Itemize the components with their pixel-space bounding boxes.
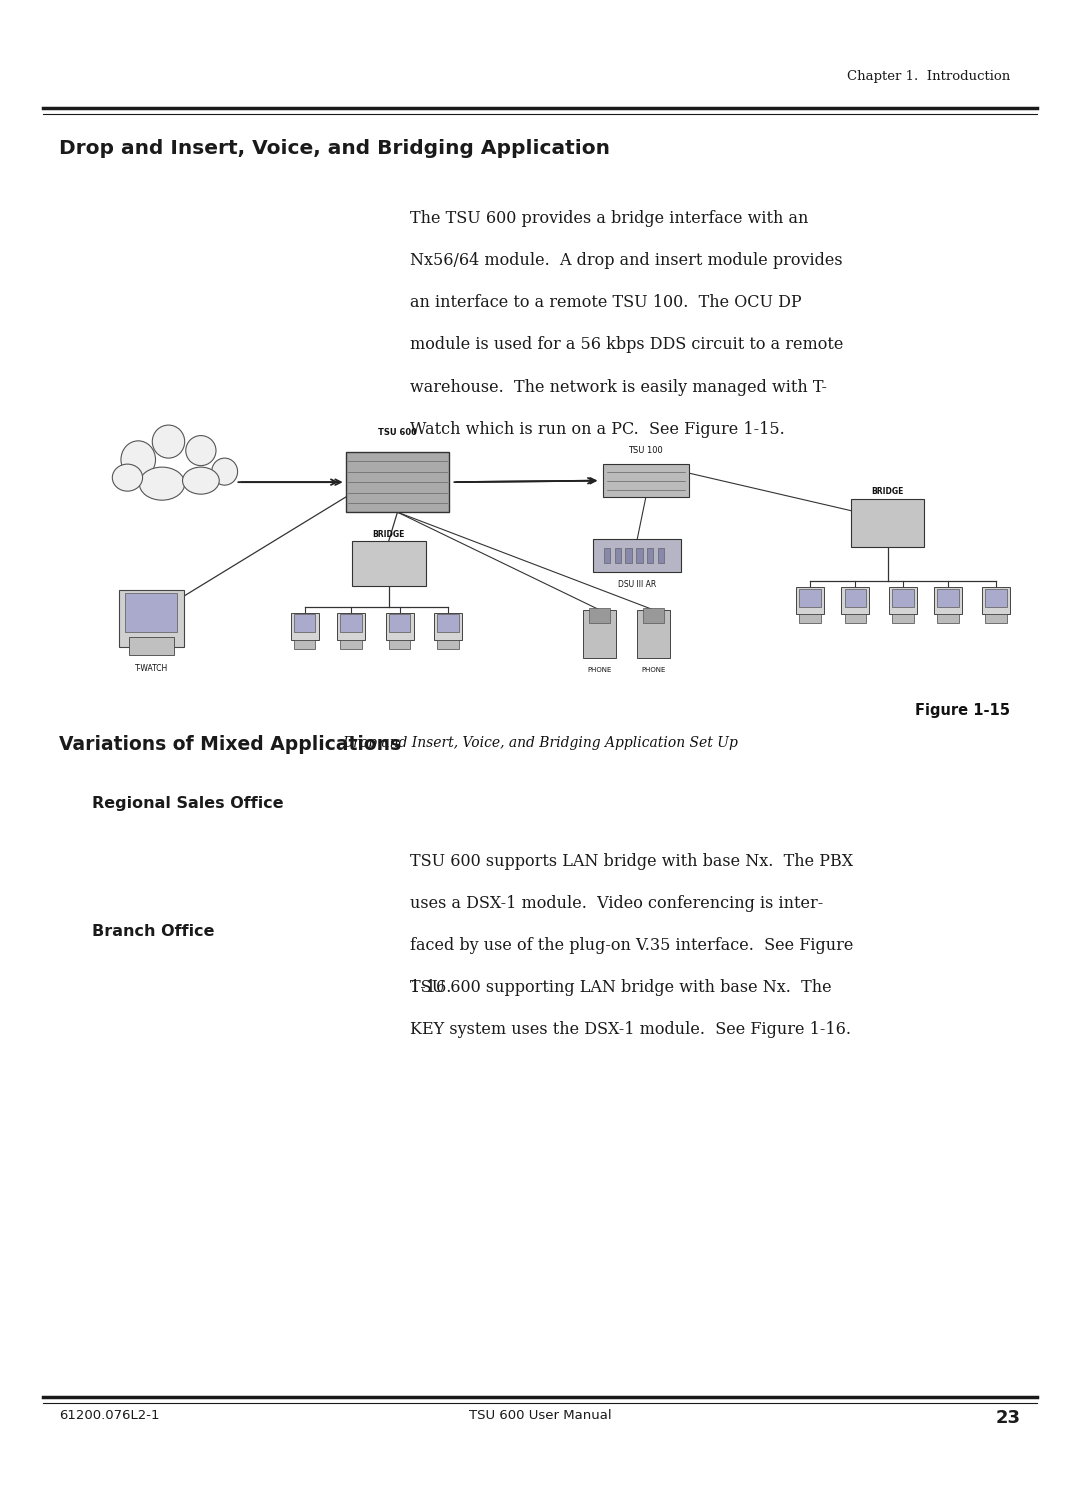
Bar [294, 614, 315, 632]
Bar [346, 452, 449, 512]
Ellipse shape [183, 467, 219, 494]
Bar [386, 613, 414, 640]
Text: 1-16.: 1-16. [410, 979, 451, 996]
Ellipse shape [121, 440, 156, 478]
Text: Chapter 1.  Introduction: Chapter 1. Introduction [847, 69, 1010, 83]
Bar [434, 613, 462, 640]
Bar [636, 548, 643, 563]
Text: The TSU 600 provides a bridge interface with an: The TSU 600 provides a bridge interface … [410, 210, 809, 227]
Bar [799, 589, 821, 607]
Text: module is used for a 56 kbps DDS circuit to a remote: module is used for a 56 kbps DDS circuit… [410, 336, 843, 353]
Ellipse shape [139, 467, 185, 500]
Bar [845, 614, 866, 623]
Text: PHONE: PHONE [642, 667, 665, 673]
Bar [125, 593, 177, 632]
Bar [294, 640, 315, 649]
Bar [129, 637, 174, 655]
Text: Drop and Insert, Voice, and Bridging Application Set Up: Drop and Insert, Voice, and Bridging App… [342, 736, 738, 749]
Text: 23: 23 [996, 1409, 1021, 1427]
Text: Nx56/64 module.  A drop and insert module provides: Nx56/64 module. A drop and insert module… [410, 252, 843, 269]
Bar [851, 499, 924, 547]
Text: warehouse.  The network is easily managed with T-: warehouse. The network is easily managed… [410, 379, 827, 395]
Bar [892, 589, 914, 607]
Bar [643, 608, 664, 623]
Text: KEY system uses the DSX-1 module.  See Figure 1-16.: KEY system uses the DSX-1 module. See Fi… [410, 1021, 851, 1038]
Bar [892, 614, 914, 623]
Bar [389, 614, 410, 632]
Bar [389, 640, 410, 649]
Text: Drop and Insert, Voice, and Bridging Application: Drop and Insert, Voice, and Bridging App… [59, 138, 610, 158]
Text: an interface to a remote TSU 100.  The OCU DP: an interface to a remote TSU 100. The OC… [410, 294, 802, 311]
Bar [799, 614, 821, 623]
Bar [593, 539, 681, 572]
Bar [658, 548, 664, 563]
Bar [603, 464, 689, 497]
Bar [985, 614, 1007, 623]
Bar [637, 610, 670, 658]
Text: BRIDGE: BRIDGE [373, 530, 405, 539]
Bar [337, 613, 365, 640]
Text: Figure 1-15: Figure 1-15 [915, 703, 1010, 718]
Bar [647, 548, 653, 563]
Text: Branch Office: Branch Office [92, 924, 214, 939]
Bar [937, 614, 959, 623]
Text: TSU 100: TSU 100 [629, 446, 663, 455]
Ellipse shape [212, 458, 238, 485]
Bar [889, 587, 917, 614]
Text: TSU 600: TSU 600 [378, 428, 417, 437]
Text: faced by use of the plug-on V.35 interface.  See Figure: faced by use of the plug-on V.35 interfa… [410, 937, 854, 954]
Bar [845, 589, 866, 607]
Ellipse shape [186, 436, 216, 466]
Text: 61200.076L2-1: 61200.076L2-1 [59, 1409, 160, 1422]
Bar [340, 640, 362, 649]
Bar [796, 587, 824, 614]
Text: TSU 600 supports LAN bridge with base Nx.  The PBX: TSU 600 supports LAN bridge with base Nx… [410, 853, 853, 870]
Bar [352, 541, 426, 586]
Bar [841, 587, 869, 614]
Text: TSU 600 User Manual: TSU 600 User Manual [469, 1409, 611, 1422]
Text: BRIDGE: BRIDGE [872, 487, 904, 496]
Bar [291, 613, 319, 640]
Bar [437, 640, 459, 649]
Bar [604, 548, 610, 563]
Text: PHONE: PHONE [588, 667, 611, 673]
Bar [934, 587, 962, 614]
Bar [982, 587, 1010, 614]
Bar [589, 608, 610, 623]
Bar [437, 614, 459, 632]
Bar [340, 614, 362, 632]
Bar [615, 548, 621, 563]
Text: T-WATCH: T-WATCH [135, 664, 167, 673]
Text: Variations of Mixed Applications: Variations of Mixed Applications [59, 734, 402, 754]
Text: uses a DSX-1 module.  Video conferencing is inter-: uses a DSX-1 module. Video conferencing … [410, 895, 824, 912]
Bar [937, 589, 959, 607]
Ellipse shape [112, 464, 143, 491]
Bar [625, 548, 632, 563]
Bar [119, 590, 184, 647]
Bar [985, 589, 1007, 607]
Text: DSU III AR: DSU III AR [618, 580, 657, 589]
Ellipse shape [152, 425, 185, 458]
Bar [583, 610, 616, 658]
Text: TSU 600 supporting LAN bridge with base Nx.  The: TSU 600 supporting LAN bridge with base … [410, 979, 832, 996]
Text: Regional Sales Office: Regional Sales Office [92, 796, 283, 811]
Text: Watch which is run on a PC.  See Figure 1-15.: Watch which is run on a PC. See Figure 1… [410, 421, 785, 437]
